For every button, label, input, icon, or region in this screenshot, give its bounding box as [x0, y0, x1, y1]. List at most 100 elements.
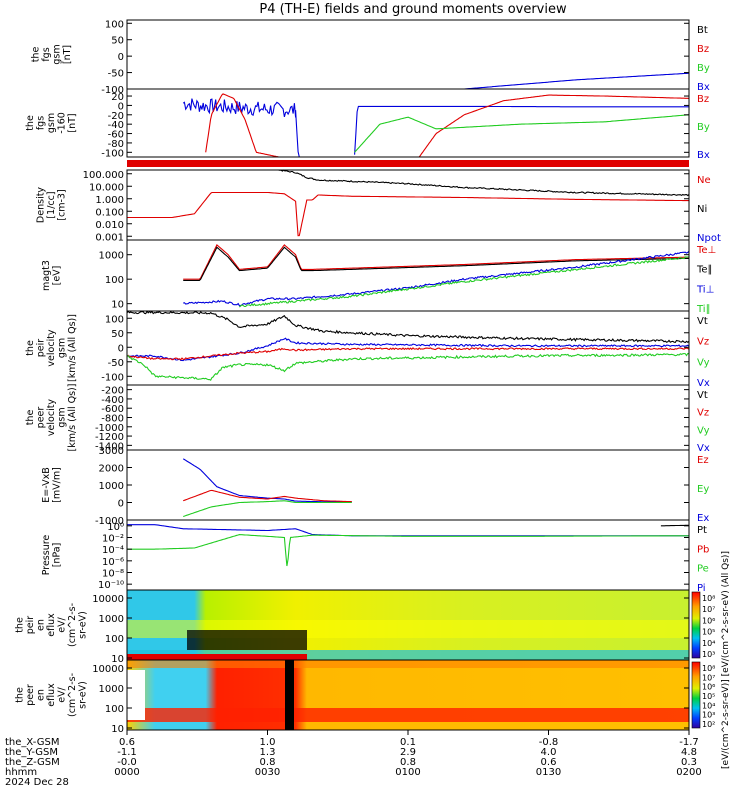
y-tick-label: 1000 — [99, 614, 124, 625]
y-axis-label: en — [36, 689, 47, 701]
y-axis-label: peir — [25, 616, 36, 635]
legend-label: Te∥ — [696, 265, 713, 276]
y-tick-label: 100 — [105, 634, 124, 645]
y-axis-label: Pressure — [41, 535, 52, 576]
x-tick-label: 0000 — [114, 767, 139, 778]
y-axis-label: fgs — [41, 47, 52, 61]
y-tick-label: -1400 — [95, 441, 124, 452]
spectrogram-band — [127, 708, 689, 722]
y-tick-label: 10⁻⁶ — [102, 557, 124, 568]
panel-fgs-gsm: 100 50 0 -50 -100 the fgs gsm [nT] Bt Bz By Bx — [30, 19, 710, 96]
x-tick-label: 0.6 — [119, 737, 135, 748]
y-axis-label: sr-eV) — [78, 681, 89, 709]
colorbar-tick-label: 10³ — [702, 711, 715, 720]
panel-peer-velocity: -200-400-600-800-1000-1200-1400 the peer ve… — [25, 384, 710, 454]
legend-label: Pi — [697, 583, 706, 594]
y-axis-label: en — [36, 619, 47, 631]
data-gap-bar — [127, 160, 689, 167]
trace-Ti∥ — [239, 256, 690, 308]
x-tick-label: -0.0 — [117, 757, 137, 768]
y-axis-label: velocity — [46, 399, 57, 437]
x-tick-label: 0200 — [676, 767, 701, 778]
y-tick-label: 2000 — [99, 464, 124, 475]
y-tick-label: 10⁻¹⁰ — [98, 580, 124, 591]
y-tick-label: 10000 — [92, 664, 124, 675]
trace-Te⊥ — [183, 244, 690, 280]
y-tick-label: -1200 — [95, 432, 124, 443]
panel-frame — [126, 169, 690, 241]
y-axis-label: [eV] — [51, 266, 62, 286]
trace-Bz — [205, 93, 279, 158]
x-tick-label: 4.8 — [681, 747, 697, 758]
y-tick-label: -100 — [101, 372, 124, 383]
colorbar-tick-label: 10² — [702, 720, 715, 729]
legend-label: Bz — [697, 44, 709, 55]
y-tick-label: 1000 — [99, 684, 124, 695]
trace-Bx — [182, 98, 297, 118]
spectrogram-low-band — [127, 650, 689, 660]
trace-Ex — [182, 458, 352, 503]
colorbar: 10⁸ 10⁷ 10⁶ 10⁵ 10⁴ 10³ — [691, 591, 715, 659]
legend-label: Ti∥ — [696, 304, 711, 315]
y-tick-label: 10⁻⁸ — [102, 569, 124, 580]
y-tick-label: 10⁻⁴ — [102, 545, 124, 556]
y-axis-label: E=-VxB — [41, 467, 52, 502]
y-tick-label: 10 — [111, 724, 124, 735]
legend-label: Ey — [697, 484, 709, 495]
y-axis-label: eflux — [46, 613, 57, 637]
colorbar-bar — [691, 591, 701, 659]
panel-frame — [126, 384, 690, 451]
legend-label: By — [697, 63, 710, 74]
y-tick-label: 100 — [105, 314, 124, 325]
trace-Vt — [126, 310, 690, 344]
y-axis-label: gsm — [46, 113, 57, 133]
y-tick-label: 1000 — [99, 251, 124, 262]
trace-Ne — [127, 191, 689, 237]
legend-label: Vz — [697, 337, 709, 348]
x-tick-label: -0.8 — [539, 737, 559, 748]
y-axis-label: the — [25, 340, 36, 356]
y-tick-label: -600 — [101, 404, 124, 415]
y-axis-label: peir — [36, 339, 47, 358]
x-axis-row-label: hhmm — [5, 767, 37, 778]
y-axis-label: [km/s (All Qs)] — [67, 314, 78, 382]
y-axis-label: (cm^2-s- — [67, 673, 78, 717]
y-tick-label: 0 — [118, 499, 124, 510]
y-axis-label: [nT] — [62, 45, 73, 64]
legend-label: By — [697, 122, 710, 133]
x-tick-label: 4.0 — [541, 747, 557, 758]
y-axis-label: sr-eV) — [78, 611, 89, 639]
panel-velocity: 100 50 0 -50 -100 the peir velocity gsm [km/s (Al… — [25, 310, 710, 389]
legend-label: Npot — [697, 233, 721, 244]
y-tick-label: -40 — [108, 120, 124, 131]
legend-label: Bt — [697, 25, 708, 36]
y-tick-label: -100 — [101, 85, 124, 96]
y-tick-label: 1000 — [99, 481, 124, 492]
colorbar-tick-label: 10⁸ — [702, 594, 715, 603]
y-axis-label: peer — [36, 407, 47, 429]
colorbar-tick-label: 10⁵ — [702, 628, 715, 637]
x-tick-label: -1.7 — [679, 737, 699, 748]
y-axis-label: (cm^2-s- — [67, 603, 78, 647]
y-tick-label: 1.000 — [95, 195, 124, 206]
y-axis-label: Density — [36, 187, 47, 223]
x-tick-label: 0.8 — [260, 757, 276, 768]
y-tick-label: -400 — [101, 395, 124, 406]
y-axis-label: peer — [25, 684, 36, 706]
colorbar-tick-label: 10⁷ — [702, 605, 715, 614]
trace-Te∥ — [183, 246, 689, 281]
y-tick-label: 0 — [118, 52, 124, 63]
y-tick-label: 10 — [111, 300, 124, 311]
y-axis-label: gsm — [57, 407, 68, 427]
y-tick-label: -200 — [101, 386, 124, 397]
trace-Ez — [182, 489, 352, 503]
trace-Ti⊥ — [183, 250, 690, 307]
trace-Vy — [126, 352, 690, 381]
x-tick-label: 0030 — [255, 767, 280, 778]
legend-label: Vy — [697, 425, 710, 436]
y-axis-label: velocity — [46, 329, 57, 367]
